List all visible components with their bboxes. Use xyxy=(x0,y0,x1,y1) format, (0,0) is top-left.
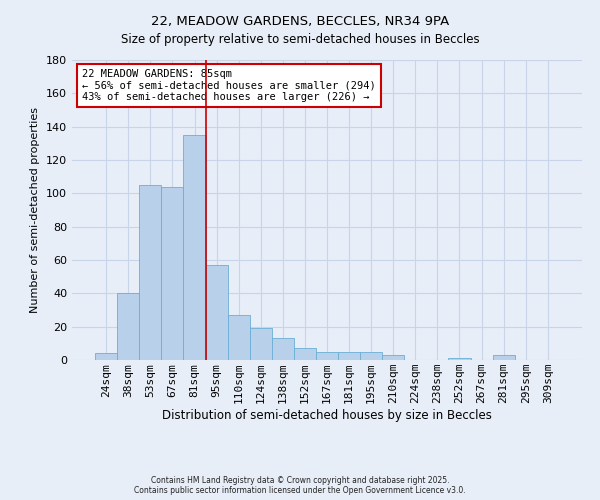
Bar xyxy=(382,355,404,360)
Bar xyxy=(95,354,117,360)
Text: Contains HM Land Registry data © Crown copyright and database right 2025.
Contai: Contains HM Land Registry data © Crown c… xyxy=(134,476,466,495)
Bar xyxy=(139,185,161,360)
Bar xyxy=(360,352,382,360)
Bar xyxy=(206,265,227,360)
Text: 22, MEADOW GARDENS, BECCLES, NR34 9PA: 22, MEADOW GARDENS, BECCLES, NR34 9PA xyxy=(151,15,449,28)
Bar xyxy=(272,338,294,360)
Bar xyxy=(161,186,184,360)
Bar xyxy=(227,315,250,360)
Bar xyxy=(250,328,272,360)
Bar xyxy=(448,358,470,360)
Bar xyxy=(493,355,515,360)
Bar xyxy=(294,348,316,360)
Bar xyxy=(117,294,139,360)
Bar xyxy=(184,135,206,360)
X-axis label: Distribution of semi-detached houses by size in Beccles: Distribution of semi-detached houses by … xyxy=(162,409,492,422)
Bar xyxy=(316,352,338,360)
Y-axis label: Number of semi-detached properties: Number of semi-detached properties xyxy=(31,107,40,313)
Text: Size of property relative to semi-detached houses in Beccles: Size of property relative to semi-detach… xyxy=(121,32,479,46)
Text: 22 MEADOW GARDENS: 85sqm
← 56% of semi-detached houses are smaller (294)
43% of : 22 MEADOW GARDENS: 85sqm ← 56% of semi-d… xyxy=(82,69,376,102)
Bar xyxy=(338,352,360,360)
